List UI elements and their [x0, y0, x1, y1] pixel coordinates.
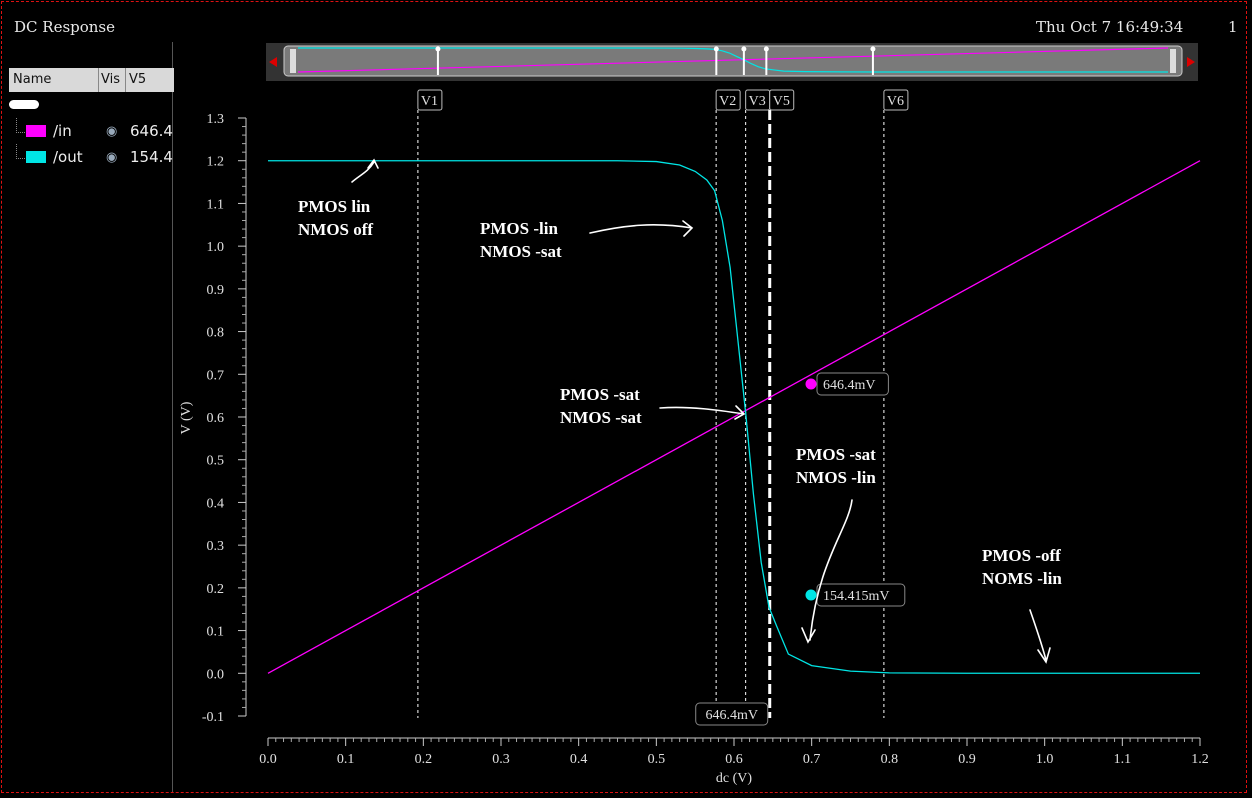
y-tick-label: 1.1 [207, 197, 225, 212]
marker-label-v3: V3 [749, 94, 766, 109]
signal-group-toggle[interactable] [9, 100, 39, 109]
y-tick-label: 0.5 [207, 454, 225, 469]
overview-marker-dot [763, 46, 769, 52]
marker-label-v1: V1 [421, 94, 438, 109]
annotation-3-line-0: PMOS -sat [796, 445, 876, 464]
x-tick-label: 0.5 [648, 752, 666, 767]
data-point-1 [805, 589, 817, 601]
annotation-0-line-0: PMOS lin [298, 197, 371, 216]
annotation-4-line-0: PMOS -off [982, 546, 1061, 565]
annotation-2-line-0: PMOS -sat [560, 385, 640, 404]
overview-marker-dot [713, 46, 719, 52]
signal-value: 646.4 [130, 122, 173, 140]
series-line-1 [268, 160, 1200, 674]
header-v5[interactable]: V5 [129, 72, 147, 87]
overview-scrollbar[interactable] [266, 43, 1198, 81]
signal-value: 154.4 [130, 148, 173, 166]
y-tick-label: 0.6 [207, 411, 225, 426]
y-tick-label: 0.1 [207, 625, 225, 640]
x-tick-label: 0.7 [803, 752, 821, 767]
page-number: 1 [1228, 18, 1238, 36]
marker-label-v6: V6 [887, 94, 904, 109]
annotation-arrow-0 [351, 158, 379, 183]
overview-marker-dot [435, 46, 441, 52]
signal-table-header: Name Vis V5 [9, 68, 174, 92]
marker-label-box [883, 89, 909, 111]
overview-marker-dot [741, 46, 747, 52]
y-tick-label: 1.3 [207, 112, 225, 127]
x-tick-label: 0.2 [415, 752, 433, 767]
x-tick-label: 0.8 [881, 752, 899, 767]
x-readout-box [695, 702, 769, 726]
annotation-arrow-1 [589, 220, 694, 237]
y-tick-label: 0.9 [207, 283, 225, 298]
y-tick-label: 1.0 [207, 240, 225, 255]
y-tick-label: 0.0 [207, 667, 225, 682]
eye-icon[interactable]: ◉ [106, 124, 118, 139]
header-name[interactable]: Name [13, 72, 52, 87]
scroll-left-icon[interactable] [269, 57, 277, 67]
point-label-box [816, 372, 889, 396]
x-tick-label: 0.4 [570, 752, 588, 767]
y-axis-label: V (V) [179, 401, 194, 434]
point-label-0: 646.4mV [823, 378, 876, 393]
annotation-0-line-1: NMOS off [298, 220, 373, 239]
x-tick-label: 0.6 [725, 752, 743, 767]
marker-label-box [417, 89, 443, 111]
x-readout-label: 646.4mV [705, 708, 758, 723]
x-tick-label: 1.2 [1191, 752, 1209, 767]
x-tick-label: 0.1 [337, 752, 355, 767]
annotation-3-line-1: NMOS -lin [796, 468, 876, 487]
y-tick-label: 0.4 [207, 496, 225, 511]
y-tick-label: 0.7 [207, 368, 225, 383]
x-tick-label: 1.1 [1114, 752, 1132, 767]
x-tick-label: 0.0 [259, 752, 277, 767]
point-label-1: 154.415mV [823, 589, 890, 604]
x-tick-label: 0.3 [492, 752, 510, 767]
y-tick-label: 0.8 [207, 326, 225, 341]
signal-name: /in [53, 122, 72, 140]
header-vis[interactable]: Vis [101, 72, 120, 87]
signal-panel: Name Vis V5 /in ◉ 646.4 /out ◉ 154.4 [6, 42, 174, 792]
series-line-0 [267, 160, 1201, 674]
annotation-arrow-4 [1029, 609, 1051, 664]
window-title: DC Response [14, 18, 116, 36]
marker-label-v5: V5 [773, 94, 790, 109]
datetime: Thu Oct 7 16:49:34 [1036, 18, 1184, 36]
signal-color-swatch [26, 125, 46, 137]
annotation-arrow-3 [801, 499, 853, 644]
x-tick-label: 1.0 [1036, 752, 1054, 767]
signal-name: /out [53, 148, 83, 166]
eye-icon[interactable]: ◉ [106, 150, 118, 165]
y-tick-label: -0.1 [202, 710, 224, 725]
signal-color-swatch [26, 151, 46, 163]
x-tick-label: 0.9 [958, 752, 976, 767]
annotation-1-line-1: NMOS -sat [480, 242, 562, 261]
scroll-right-icon[interactable] [1187, 57, 1195, 67]
overview-marker-dot [870, 46, 876, 52]
y-tick-label: 0.3 [207, 539, 225, 554]
x-axis-label: dc (V) [716, 771, 752, 786]
annotation-arrow-2 [659, 405, 746, 420]
annotation-1-line-0: PMOS -lin [480, 219, 558, 238]
marker-label-box [715, 89, 741, 111]
overview-series-0 [297, 47, 1169, 73]
marker-label-v2: V2 [719, 94, 736, 109]
y-tick-label: 0.2 [207, 582, 225, 597]
annotation-2-line-1: NMOS -sat [560, 408, 642, 427]
annotation-4-line-1: NOMS -lin [982, 569, 1062, 588]
y-tick-label: 1.2 [207, 155, 225, 170]
data-point-0 [805, 378, 817, 390]
marker-label-box [769, 89, 795, 111]
